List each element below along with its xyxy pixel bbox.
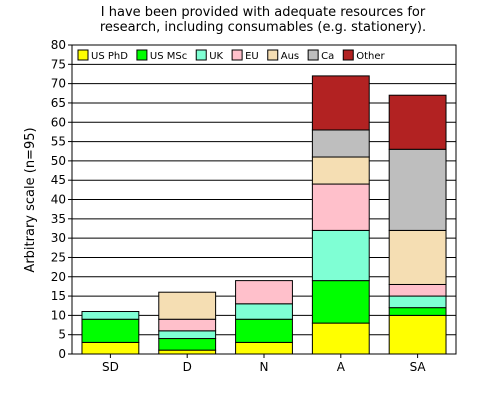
y-tick-label: 10 bbox=[51, 308, 66, 322]
legend-swatch bbox=[136, 49, 148, 61]
x-category-label: SD bbox=[102, 360, 119, 374]
bar-segment bbox=[81, 318, 140, 343]
y-tick-label: 40 bbox=[51, 193, 66, 207]
y-tick-label: 55 bbox=[51, 135, 66, 149]
legend-swatch bbox=[231, 49, 243, 61]
y-tick-label: 15 bbox=[51, 289, 66, 303]
bar-segment bbox=[311, 75, 370, 131]
chart-title-line-2: research, including consumables (e.g. st… bbox=[100, 20, 426, 35]
bar-segment bbox=[311, 156, 370, 185]
legend-label: EU bbox=[245, 51, 259, 62]
chart-title-line-1: I have been provided with adequate resou… bbox=[101, 5, 426, 20]
bar-segment bbox=[311, 229, 370, 282]
bar-segment bbox=[158, 291, 217, 320]
bar-segment bbox=[388, 94, 447, 150]
y-tick-label: 80 bbox=[51, 38, 66, 52]
bar-segment bbox=[388, 307, 447, 316]
legend-swatch bbox=[77, 49, 89, 61]
bar-segment bbox=[388, 229, 447, 285]
bar-segment bbox=[158, 330, 217, 340]
bar-segment bbox=[81, 341, 140, 355]
bar-segment bbox=[388, 314, 447, 355]
y-tick-label: 45 bbox=[51, 173, 66, 187]
y-tick-label: 5 bbox=[58, 328, 66, 342]
y-tick-label: 30 bbox=[51, 231, 66, 245]
legend-label: US PhD bbox=[91, 51, 128, 62]
bar-segment bbox=[388, 295, 447, 309]
bar-segment bbox=[311, 322, 370, 355]
y-tick-label: 25 bbox=[51, 250, 66, 264]
legend-swatch bbox=[195, 49, 207, 61]
x-category-label: N bbox=[260, 360, 269, 374]
bar-segment bbox=[158, 349, 217, 355]
bar-segment bbox=[235, 280, 293, 305]
bar-segment bbox=[158, 318, 217, 332]
bar-segment bbox=[235, 318, 293, 343]
bar-segment bbox=[81, 311, 140, 320]
bar-segment bbox=[311, 280, 370, 324]
legend-swatch bbox=[267, 49, 279, 61]
y-tick-label: 75 bbox=[51, 57, 66, 71]
y-axis-label: Arbitrary scale (n=95) bbox=[23, 127, 38, 272]
x-category-label: D bbox=[183, 360, 192, 374]
bar-segment bbox=[311, 129, 370, 158]
y-tick-label: 70 bbox=[51, 77, 66, 91]
bar-segment bbox=[158, 338, 217, 351]
y-tick-label: 65 bbox=[51, 96, 66, 110]
legend: US PhD US MSc UK EU Aus Ca Other bbox=[77, 49, 386, 62]
bar-segment bbox=[388, 148, 447, 231]
y-tick-label: 50 bbox=[51, 154, 66, 168]
legend-label: Other bbox=[356, 51, 385, 62]
bar-segment bbox=[235, 341, 293, 355]
bar-segment bbox=[388, 283, 447, 297]
legend-label: US MSc bbox=[150, 51, 187, 62]
legend-label: UK bbox=[209, 51, 223, 62]
x-category-label: A bbox=[337, 360, 346, 374]
legend-swatch bbox=[307, 49, 319, 61]
bar-segment bbox=[311, 183, 370, 231]
y-tick-label: 35 bbox=[51, 212, 66, 226]
y-tick-label: 20 bbox=[51, 270, 66, 284]
x-category-label: SA bbox=[410, 360, 427, 374]
y-tick-label: 60 bbox=[51, 115, 66, 129]
legend-label: Aus bbox=[281, 51, 299, 62]
legend-label: Ca bbox=[321, 51, 334, 62]
y-tick-label: 0 bbox=[58, 347, 66, 361]
bar-segment bbox=[235, 303, 293, 320]
legend-swatch bbox=[342, 49, 354, 61]
